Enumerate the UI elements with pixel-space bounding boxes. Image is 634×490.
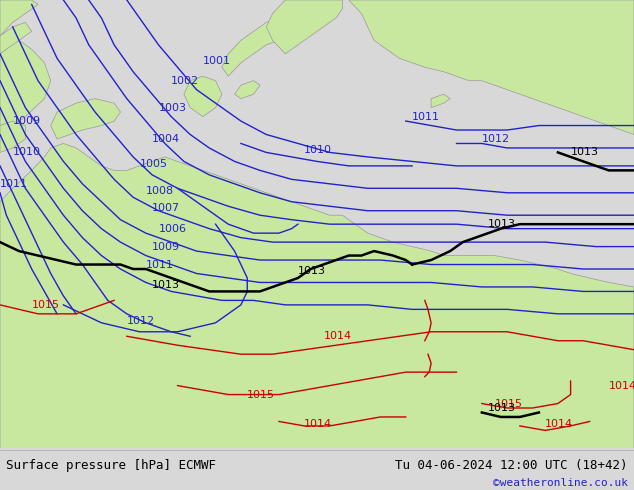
Polygon shape xyxy=(51,98,120,139)
Text: 1010: 1010 xyxy=(304,145,332,155)
Text: 1002: 1002 xyxy=(171,75,199,86)
Text: 1015: 1015 xyxy=(247,390,275,399)
Text: 1013: 1013 xyxy=(571,147,598,157)
Text: 1013: 1013 xyxy=(488,219,516,229)
Text: 1012: 1012 xyxy=(127,316,155,325)
Text: 1010: 1010 xyxy=(13,147,41,157)
Text: ©weatheronline.co.uk: ©weatheronline.co.uk xyxy=(493,478,628,488)
Text: 1011: 1011 xyxy=(0,179,28,189)
Text: 1013: 1013 xyxy=(152,280,180,290)
Polygon shape xyxy=(0,23,32,54)
Polygon shape xyxy=(431,94,450,108)
Text: 1011: 1011 xyxy=(412,112,440,122)
Text: 1005: 1005 xyxy=(139,159,167,169)
Text: 1015: 1015 xyxy=(495,398,522,409)
Text: 1003: 1003 xyxy=(158,102,186,113)
Text: Surface pressure [hPa] ECMWF: Surface pressure [hPa] ECMWF xyxy=(6,459,216,472)
Polygon shape xyxy=(0,121,25,152)
Text: 1014: 1014 xyxy=(609,381,634,391)
Text: 1009: 1009 xyxy=(152,242,180,251)
Text: 1013: 1013 xyxy=(488,403,516,413)
Text: 1012: 1012 xyxy=(482,134,510,144)
Polygon shape xyxy=(222,18,298,76)
Text: 1011: 1011 xyxy=(146,260,174,270)
Text: 1014: 1014 xyxy=(304,418,332,429)
Text: 1015: 1015 xyxy=(32,300,60,310)
Polygon shape xyxy=(266,0,342,54)
Text: 1008: 1008 xyxy=(146,186,174,196)
Polygon shape xyxy=(235,81,260,98)
Text: 1014: 1014 xyxy=(323,331,351,341)
Text: 1001: 1001 xyxy=(203,55,231,66)
Polygon shape xyxy=(184,76,222,117)
Polygon shape xyxy=(349,0,634,135)
Text: 1009: 1009 xyxy=(13,116,41,126)
Polygon shape xyxy=(0,0,38,36)
Text: 1004: 1004 xyxy=(152,134,180,144)
Text: Tu 04-06-2024 12:00 UTC (18+42): Tu 04-06-2024 12:00 UTC (18+42) xyxy=(395,459,628,472)
Text: 1013: 1013 xyxy=(298,266,326,276)
Text: 1007: 1007 xyxy=(152,203,180,214)
Text: 1014: 1014 xyxy=(545,418,573,429)
Polygon shape xyxy=(0,144,634,448)
Text: 1006: 1006 xyxy=(158,223,186,234)
Polygon shape xyxy=(0,40,51,125)
